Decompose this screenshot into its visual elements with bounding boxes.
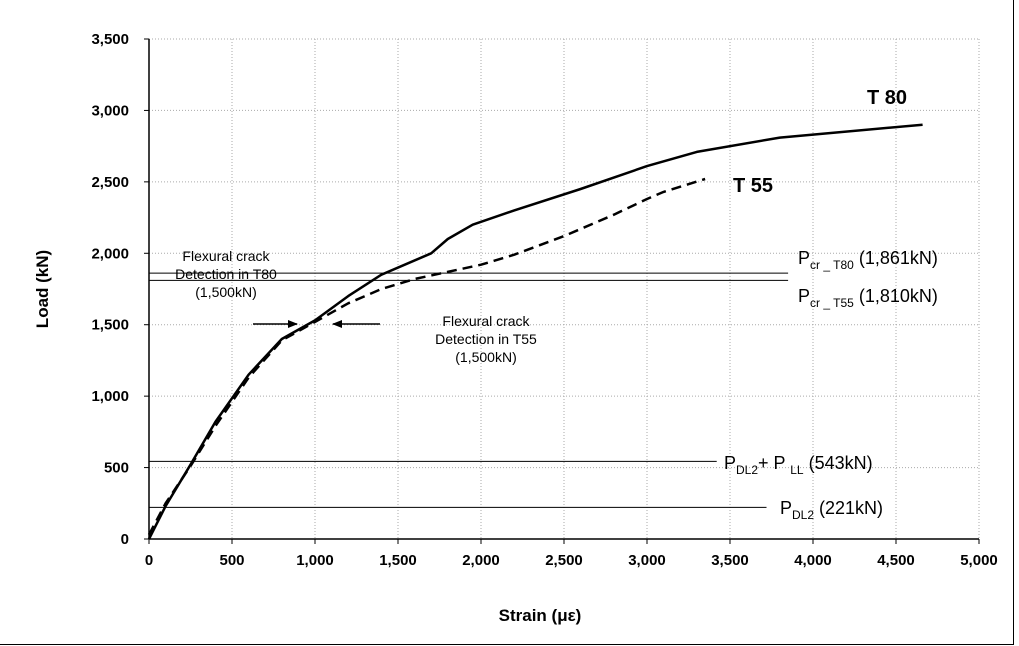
y-tick-label: 0: [121, 531, 129, 548]
annotation-line: Flexural crack: [442, 313, 530, 329]
reference-label: Pcr _ T55 (1,810kN): [798, 286, 938, 310]
y-tick-label: 2,500: [91, 174, 129, 191]
axes: [144, 38, 980, 544]
reference-lines: Pcr _ T80 (1,861kN) Pcr _ T55 (1,810kN) PD…: [149, 248, 938, 522]
y-tick-label: 3,000: [91, 102, 129, 119]
y-axis-title: Load (kN): [33, 250, 52, 328]
annotation-line: (1,500kN): [455, 349, 516, 365]
annotations: Flexural crack Detection in T80 (1,500kN) F…: [175, 248, 537, 365]
x-tick-label: 3,500: [711, 552, 749, 569]
x-tick-label: 2,500: [545, 552, 583, 569]
reference-label: Pcr _ T80 (1,861kN): [798, 248, 938, 272]
tick-labels: 0 500 1,000 1,500 2,000 2,500 3,000 3,500 4,000 4…: [91, 31, 997, 569]
y-tick-label: 500: [104, 460, 129, 477]
annotation-line: Flexural crack: [182, 248, 270, 264]
y-tick-label: 2,000: [91, 245, 129, 262]
annotation-line: (1,500kN): [195, 284, 256, 300]
annotation-line: Detection in T80: [175, 266, 277, 282]
x-axis-title: Strain (με): [499, 606, 582, 625]
x-tick-label: 5,000: [960, 552, 998, 569]
reference-label: PDL2 (221kN): [780, 498, 883, 522]
annotation-line: Detection in T55: [435, 331, 537, 347]
y-tick-label: 3,500: [91, 31, 129, 48]
series-line-t55: [147, 177, 706, 536]
x-tick-label: 1,500: [379, 552, 417, 569]
x-tick-label: 4,500: [877, 552, 915, 569]
y-tick-label: 1,500: [91, 317, 129, 334]
x-tick-label: 1,000: [296, 552, 334, 569]
x-tick-label: 3,000: [628, 552, 666, 569]
series: T 80 T 55: [147, 87, 923, 540]
series-line-t80: [147, 123, 923, 540]
x-tick-label: 500: [219, 552, 244, 569]
x-tick-label: 0: [145, 552, 153, 569]
x-tick-label: 4,000: [794, 552, 832, 569]
series-label: T 55: [733, 175, 773, 197]
series-label: T 80: [867, 87, 907, 109]
reference-label: PDL2+ P LL (543kN): [724, 453, 873, 477]
x-tick-label: 2,000: [462, 552, 500, 569]
y-tick-label: 1,000: [91, 388, 129, 405]
